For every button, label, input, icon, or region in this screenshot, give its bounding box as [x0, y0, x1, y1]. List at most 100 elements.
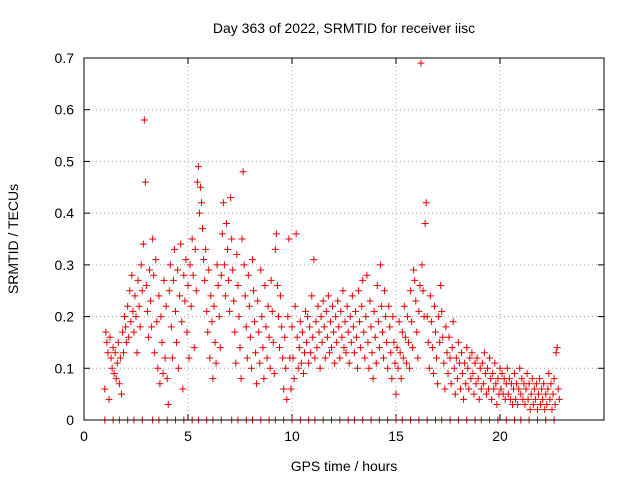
data-point [245, 302, 253, 310]
data-point [446, 354, 454, 362]
data-point [276, 344, 284, 352]
data-point [214, 282, 222, 290]
data-point [178, 318, 186, 326]
data-point [104, 349, 112, 357]
data-point [201, 276, 209, 284]
data-point [303, 338, 311, 346]
data-point [125, 333, 133, 341]
data-point [403, 313, 411, 321]
data-point [323, 333, 331, 341]
data-point [318, 338, 326, 346]
data-point [399, 354, 407, 362]
data-point [550, 375, 558, 383]
data-point [386, 323, 394, 331]
data-point [340, 344, 348, 352]
data-point [334, 297, 342, 305]
data-point [512, 395, 520, 403]
data-point [258, 313, 266, 321]
data-point [277, 292, 285, 300]
data-point [498, 369, 506, 377]
data-point [252, 349, 260, 357]
data-point [266, 364, 274, 372]
data-point [349, 323, 357, 331]
data-point [540, 380, 548, 388]
plot-frame [83, 57, 605, 421]
data-point [555, 395, 563, 403]
data-point [219, 199, 227, 207]
data-point [551, 400, 559, 408]
data-point [263, 354, 271, 362]
data-point [120, 349, 128, 357]
data-point [205, 266, 213, 274]
data-point [170, 245, 178, 253]
data-point [410, 266, 418, 274]
data-point [348, 292, 356, 300]
data-point [190, 344, 198, 352]
data-point [357, 344, 365, 352]
data-point [486, 354, 494, 362]
data-point [294, 364, 302, 372]
data-point [238, 235, 246, 243]
data-point [284, 313, 292, 321]
data-point [261, 282, 269, 290]
data-point [308, 292, 316, 300]
data-point [538, 385, 546, 393]
data-point [382, 313, 390, 321]
data-point [168, 354, 176, 362]
data-point [516, 364, 524, 372]
data-point [326, 318, 334, 326]
data-point [462, 380, 470, 388]
data-point [270, 369, 278, 377]
data-point [180, 271, 188, 279]
data-point [532, 380, 540, 388]
data-point [384, 364, 392, 372]
data-point [152, 256, 160, 264]
data-point [218, 230, 226, 238]
data-point [221, 292, 229, 300]
data-point [395, 318, 403, 326]
data-point [412, 297, 420, 305]
data-point [481, 369, 489, 377]
data-point [175, 364, 183, 372]
data-point [191, 245, 199, 253]
data-point [291, 302, 299, 310]
data-point [554, 385, 562, 393]
data-point [329, 302, 337, 310]
data-point [242, 323, 250, 331]
data-point [202, 245, 210, 253]
data-point [524, 395, 532, 403]
data-point [226, 307, 234, 315]
data-point [140, 116, 148, 124]
data-point [153, 318, 161, 326]
data-point [204, 328, 212, 336]
data-point [161, 354, 169, 362]
data-point [456, 385, 464, 393]
data-point [478, 359, 486, 367]
data-point [322, 307, 330, 315]
data-point [314, 302, 322, 310]
data-point [360, 328, 368, 336]
data-point [189, 271, 197, 279]
data-point [451, 390, 459, 398]
data-point [432, 328, 440, 336]
data-point [351, 307, 359, 315]
data-point [172, 307, 180, 315]
data-point [262, 323, 270, 331]
data-point [254, 297, 262, 305]
data-point [489, 369, 497, 377]
data-point [429, 369, 437, 377]
data-point [364, 338, 372, 346]
data-point [155, 292, 163, 300]
data-point [371, 333, 379, 341]
data-point [232, 359, 240, 367]
data-point [492, 380, 500, 388]
data-point [109, 344, 117, 352]
data-point [434, 380, 442, 388]
data-point [404, 338, 412, 346]
data-point [436, 338, 444, 346]
data-point [511, 369, 519, 377]
data-point [107, 354, 115, 362]
data-point [116, 354, 124, 362]
data-point [369, 375, 377, 383]
data-point [184, 282, 192, 290]
